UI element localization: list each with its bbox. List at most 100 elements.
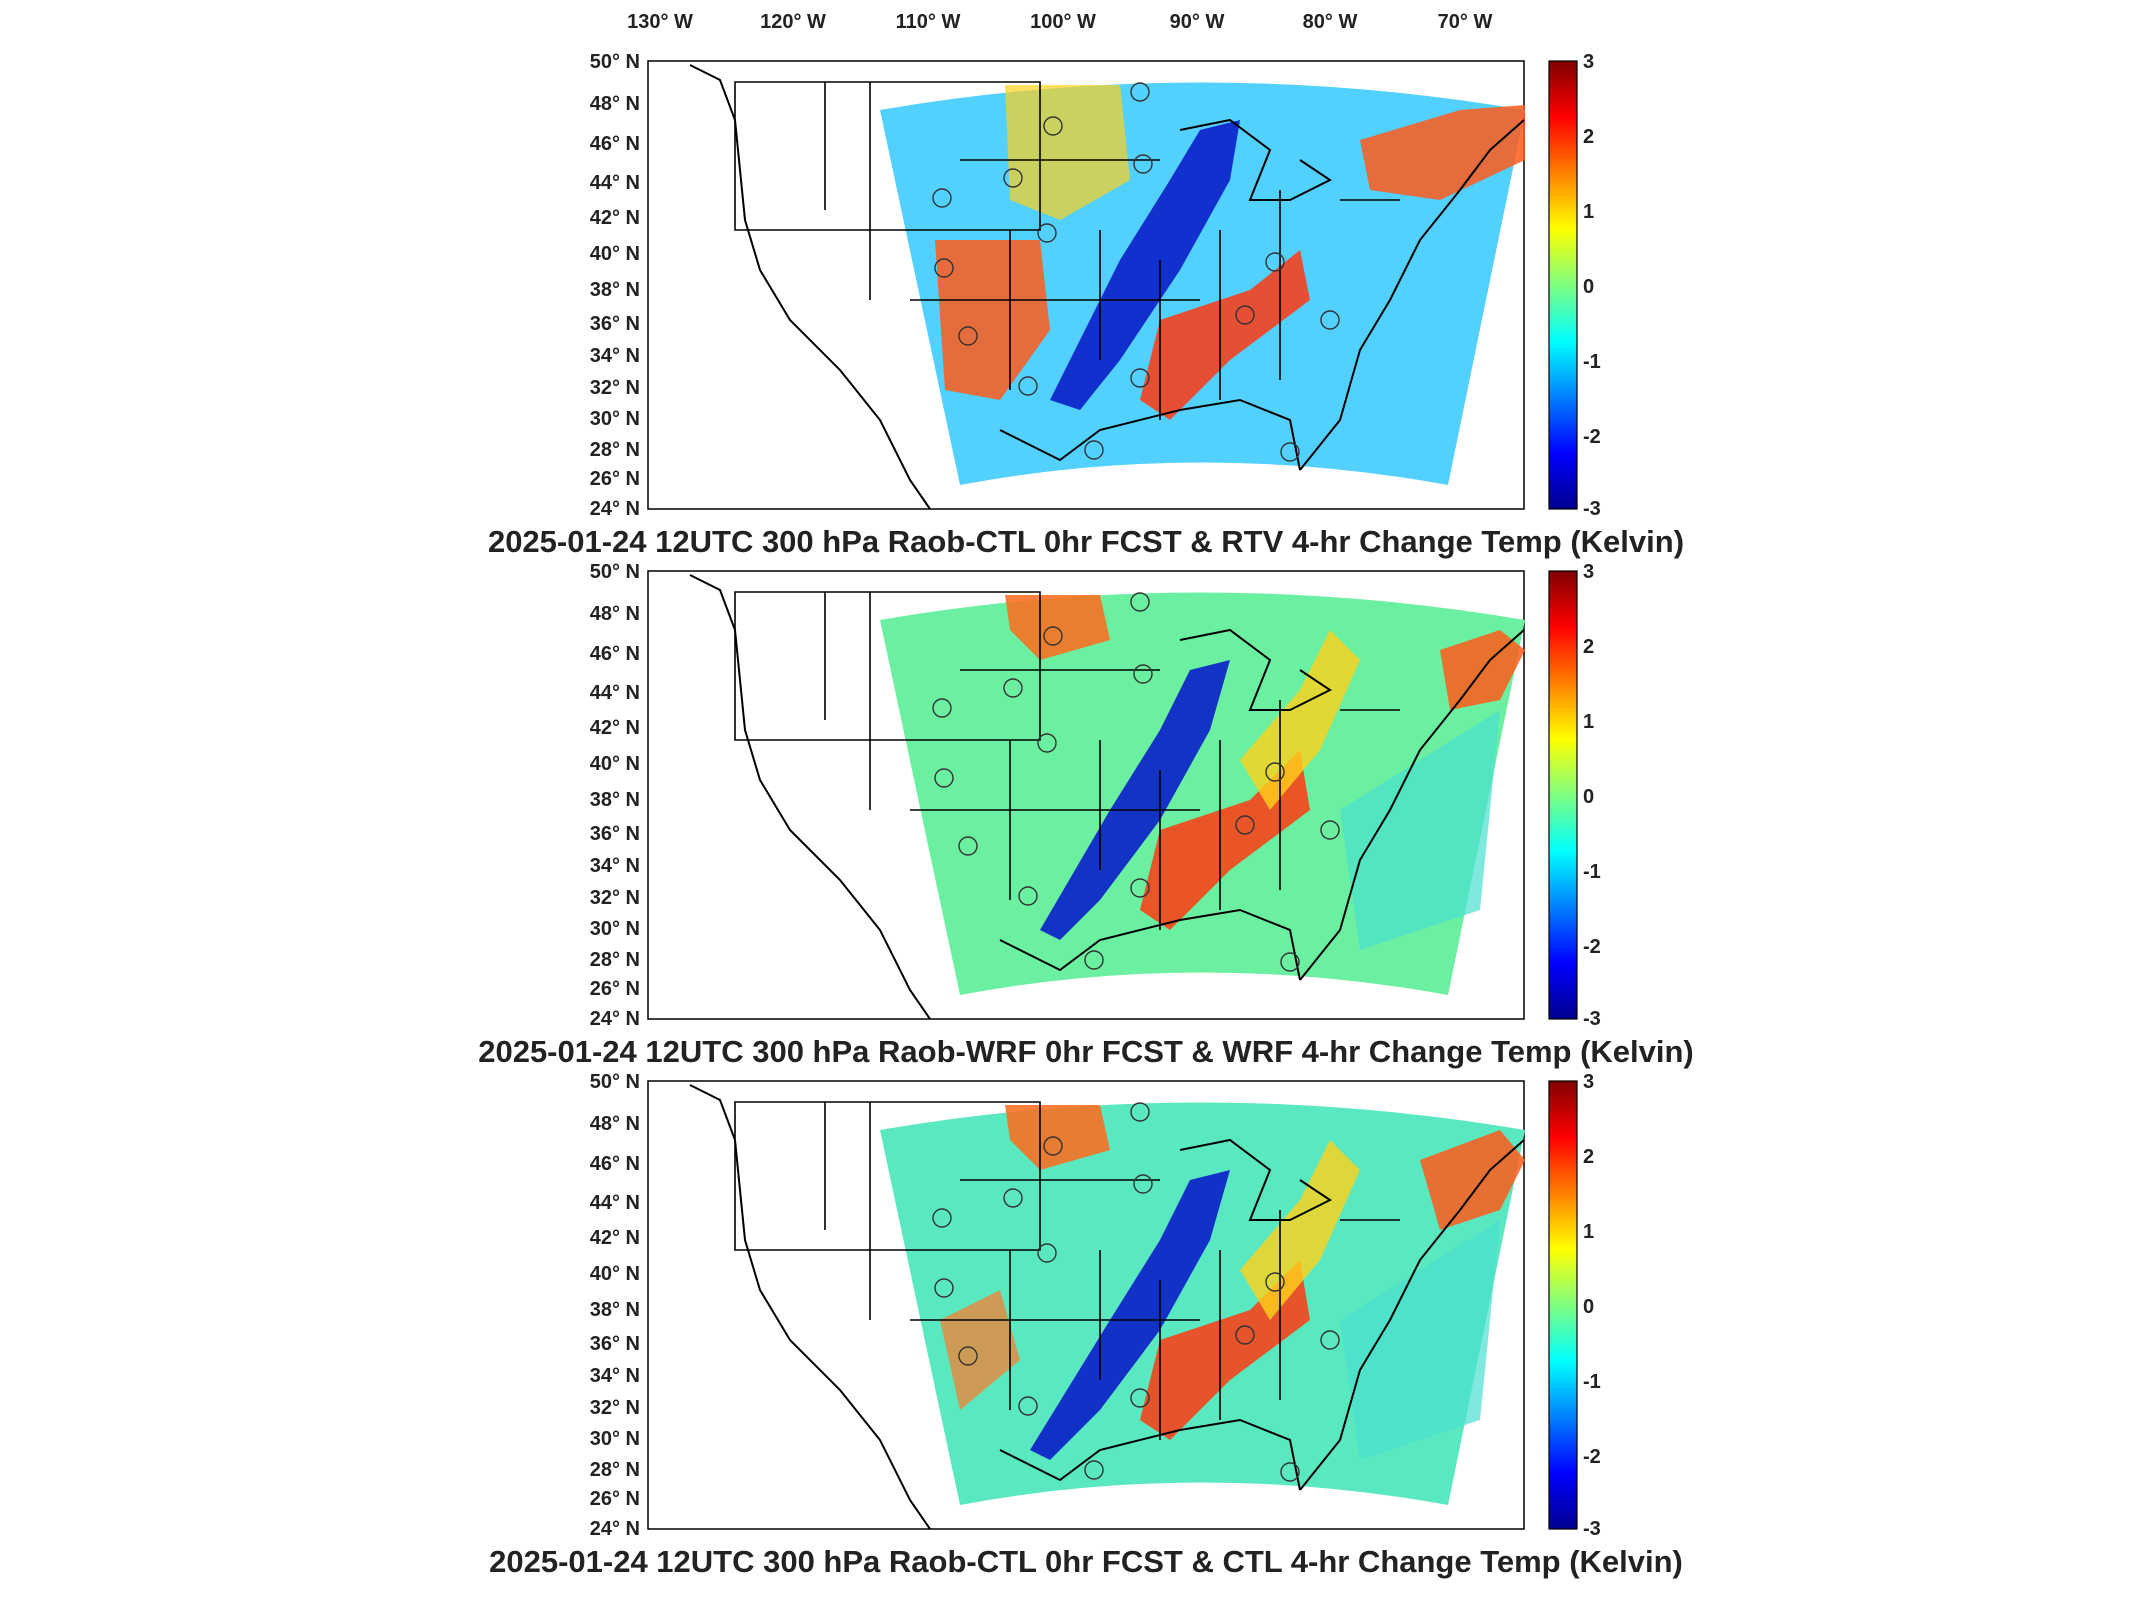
- raob-station: [1133, 664, 1153, 684]
- raob-station: [1018, 886, 1038, 906]
- lat-tick: 40° N: [590, 243, 640, 265]
- panel-2: 50° N 48° N 46° N 44° N 42° N 40° N 38° …: [478, 561, 1694, 1069]
- lon-tick: 100° W: [1030, 11, 1096, 33]
- coastline-gulf: [999, 1418, 1301, 1491]
- lat-tick: 26° N: [590, 978, 640, 1000]
- colorbar-tick: 2: [1583, 1146, 1594, 1168]
- raob-station: [1320, 310, 1340, 330]
- raob-station: [1084, 440, 1104, 460]
- warm-anomaly-southeast: [1140, 250, 1310, 420]
- lat-tick: 44° N: [590, 682, 640, 704]
- lon-tick: 70° W: [1438, 11, 1493, 33]
- raob-station: [932, 698, 952, 718]
- lat-tick: 36° N: [590, 823, 640, 845]
- raob-station: [1265, 252, 1285, 272]
- lat-tick: 38° N: [590, 1299, 640, 1321]
- lat-tick: 34° N: [590, 855, 640, 877]
- raob-station: [1265, 1272, 1285, 1292]
- lon-tick: 90° W: [1170, 11, 1225, 33]
- coastline-east: [1299, 1139, 1525, 1491]
- lat-tick: 30° N: [590, 918, 640, 940]
- raob-station: [1320, 1330, 1340, 1350]
- yellow-ridge: [1005, 85, 1130, 220]
- raob-station: [1133, 1174, 1153, 1194]
- raob-station: [1018, 376, 1038, 396]
- colorbar: 3 2 1 0 -1 -2 -3: [1548, 561, 1601, 1030]
- lat-tick: 40° N: [590, 1263, 640, 1285]
- raob-station: [1280, 1462, 1300, 1482]
- raob-station: [1084, 1460, 1104, 1480]
- map-frame: [647, 60, 1525, 510]
- raob-station: [1018, 1396, 1038, 1416]
- great-lakes: [1179, 628, 1332, 711]
- raob-station: [1130, 592, 1150, 612]
- raob-station: [958, 1346, 978, 1366]
- raob-station: [1037, 1243, 1057, 1263]
- colorbar-tick: -3: [1583, 1008, 1601, 1030]
- colorbar-tick: -1: [1583, 1371, 1601, 1393]
- raob-station: [932, 1208, 952, 1228]
- raob-station: [1084, 950, 1104, 970]
- panel-title: 2025-01-24 12UTC 300 hPa Raob-CTL 0hr FC…: [488, 524, 1684, 559]
- lat-tick: 48° N: [590, 93, 640, 115]
- lat-tick: 42° N: [590, 207, 640, 229]
- raob-station: [1133, 154, 1153, 174]
- lat-tick: 40° N: [590, 753, 640, 775]
- lat-tick: 38° N: [590, 279, 640, 301]
- raob-station: [1037, 733, 1057, 753]
- warm-anomaly-northeast: [1360, 105, 1525, 200]
- lat-tick: 32° N: [590, 887, 640, 909]
- raob-station: [1043, 626, 1063, 646]
- colorbar-tick: -2: [1583, 426, 1601, 448]
- latitude-axis: 50° N 48° N 46° N 44° N 42° N 40° N 38° …: [590, 1071, 640, 1540]
- state-borders: [734, 1101, 1400, 1440]
- lat-tick: 32° N: [590, 1397, 640, 1419]
- colorbar-tick: -1: [1583, 351, 1601, 373]
- raob-station: [1280, 442, 1300, 462]
- colorbar-tick: 1: [1583, 201, 1594, 223]
- colorbar-tick: 2: [1583, 636, 1594, 658]
- lat-tick: 42° N: [590, 1227, 640, 1249]
- lat-tick: 36° N: [590, 313, 640, 335]
- lat-tick: 46° N: [590, 643, 640, 665]
- coastline-east: [1299, 629, 1525, 981]
- raob-station: [1003, 678, 1023, 698]
- lat-tick: 48° N: [590, 603, 640, 625]
- colorbar-tick: -2: [1583, 1446, 1601, 1468]
- raob-station: [958, 326, 978, 346]
- raob-station: [1003, 1188, 1023, 1208]
- state-borders: [734, 81, 1400, 420]
- lat-tick: 50° N: [590, 51, 640, 73]
- colorbar-tick: -3: [1583, 1518, 1601, 1540]
- raob-station: [1130, 82, 1150, 102]
- panel-title: 2025-01-24 12UTC 300 hPa Raob-CTL 0hr FC…: [489, 1544, 1683, 1579]
- lon-tick: 120° W: [760, 11, 826, 33]
- raob-station: [934, 1278, 954, 1298]
- lat-tick: 30° N: [590, 408, 640, 430]
- colorbar-tick: -2: [1583, 936, 1601, 958]
- raob-station: [958, 836, 978, 856]
- panel-title: 2025-01-24 12UTC 300 hPa Raob-WRF 0hr FC…: [478, 1034, 1694, 1069]
- lat-tick: 32° N: [590, 377, 640, 399]
- latitude-axis: 50° N 48° N 46° N 44° N 42° N 40° N 38° …: [590, 561, 640, 1030]
- great-lakes: [1179, 118, 1332, 201]
- raob-station: [1043, 1136, 1063, 1156]
- coastline-west: [689, 574, 931, 1020]
- panel-3: 50° N 48° N 46° N 44° N 42° N 40° N 38° …: [489, 1071, 1683, 1579]
- lat-tick: 26° N: [590, 468, 640, 490]
- lon-tick: 110° W: [896, 11, 961, 33]
- colorbar-tick: 2: [1583, 126, 1594, 148]
- raob-station: [1130, 1102, 1150, 1122]
- colorbar-tick: 3: [1583, 1071, 1594, 1093]
- colorbar-tick: -1: [1583, 861, 1601, 883]
- latitude-axis: 50° N 48° N 46° N 44° N 42° N 40° N 38° …: [590, 51, 640, 520]
- lat-tick: 46° N: [590, 133, 640, 155]
- lat-tick: 28° N: [590, 439, 640, 461]
- raob-station: [1130, 1388, 1150, 1408]
- raob-station: [1130, 368, 1150, 388]
- raob-station: [1235, 1325, 1255, 1345]
- great-lakes: [1179, 1138, 1332, 1221]
- lat-tick: 48° N: [590, 1113, 640, 1135]
- colorbar: 3 2 1 0 -1 -2 -3: [1548, 51, 1601, 520]
- cold-trough: [1050, 120, 1240, 410]
